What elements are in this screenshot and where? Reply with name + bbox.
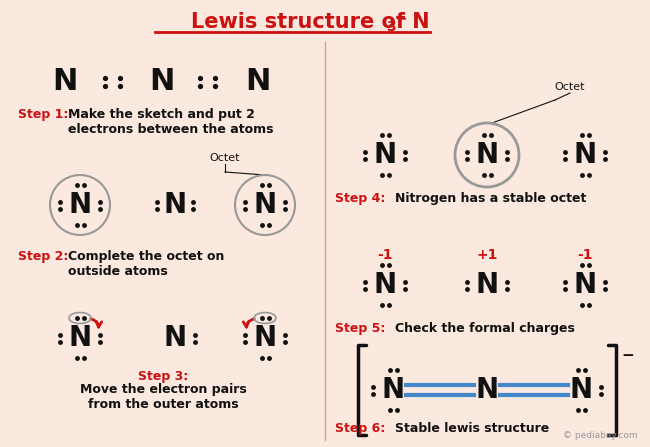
Text: N: N: [573, 141, 597, 169]
Text: Step 4:: Step 4:: [335, 192, 385, 205]
Text: Stable lewis structure: Stable lewis structure: [395, 422, 549, 435]
Text: N: N: [374, 141, 396, 169]
Text: N: N: [475, 271, 499, 299]
Text: N: N: [68, 191, 92, 219]
Text: Move the electron pairs
from the outer atoms: Move the electron pairs from the outer a…: [79, 383, 246, 411]
Text: Nitrogen has a stable octet: Nitrogen has a stable octet: [395, 192, 586, 205]
Text: Check the formal charges: Check the formal charges: [395, 322, 575, 335]
Text: N: N: [52, 67, 78, 97]
Text: Octet: Octet: [210, 153, 240, 163]
Text: Step 5:: Step 5:: [335, 322, 385, 335]
Text: N: N: [163, 324, 187, 352]
Text: N: N: [475, 141, 499, 169]
Text: N: N: [254, 191, 276, 219]
Text: -1: -1: [577, 248, 593, 262]
Text: N: N: [245, 67, 270, 97]
Text: Octet: Octet: [554, 82, 585, 92]
Text: N: N: [382, 376, 404, 404]
Text: -1: -1: [377, 248, 393, 262]
Text: Lewis structure of N: Lewis structure of N: [190, 12, 429, 32]
Text: Step 3:: Step 3:: [138, 370, 188, 383]
Text: −: −: [396, 11, 408, 25]
Text: N: N: [150, 67, 175, 97]
Text: +1: +1: [476, 248, 498, 262]
Text: Step 1:: Step 1:: [18, 108, 68, 121]
Text: Make the sketch and put 2
electrons between the atoms: Make the sketch and put 2 electrons betw…: [68, 108, 274, 136]
Text: 3: 3: [386, 20, 396, 34]
Text: N: N: [163, 191, 187, 219]
Text: N: N: [68, 324, 92, 352]
Text: N: N: [569, 376, 593, 404]
Text: −: −: [621, 348, 634, 363]
Text: N: N: [254, 324, 276, 352]
Text: Step 2:: Step 2:: [18, 250, 68, 263]
Text: N: N: [374, 271, 396, 299]
Text: © pediabay.com: © pediabay.com: [564, 431, 638, 440]
Text: N: N: [573, 271, 597, 299]
Text: Step 6:: Step 6:: [335, 422, 385, 435]
Text: Complete the octet on
outside atoms: Complete the octet on outside atoms: [68, 250, 224, 278]
Text: N: N: [475, 376, 499, 404]
